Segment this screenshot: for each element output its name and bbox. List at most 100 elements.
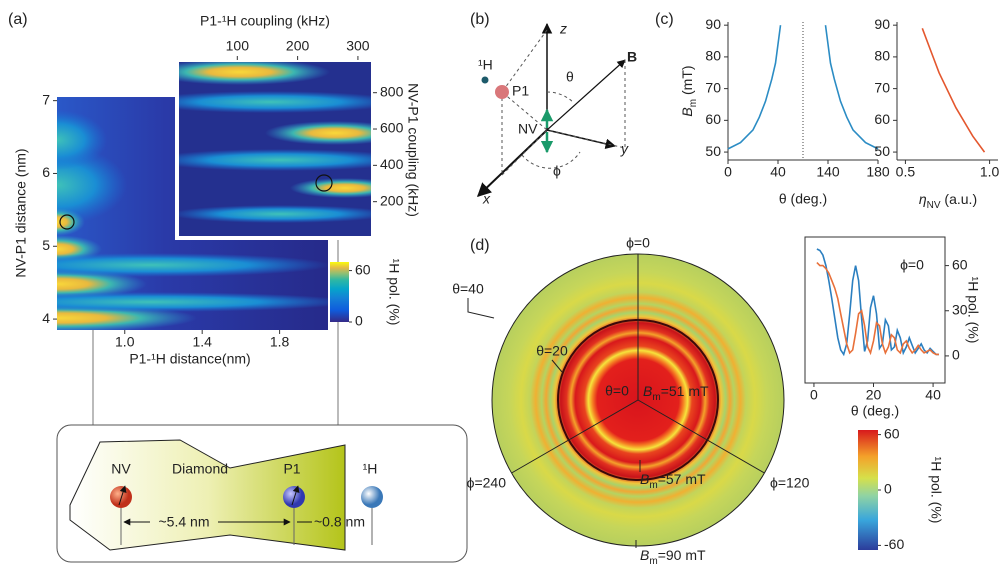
x-tick-label: 140	[816, 164, 840, 180]
x-tick-label: 40	[925, 387, 941, 403]
field-label-part: B	[643, 383, 652, 399]
vector-name: B	[627, 49, 637, 65]
axis-name: y	[620, 141, 629, 157]
x-tick-label: 180	[866, 164, 890, 180]
x-tick-label: 1.0	[980, 164, 1000, 180]
theta-label: θ=40	[452, 281, 484, 297]
h-sphere	[361, 486, 383, 508]
panel-label: (a)	[8, 11, 28, 28]
panel-label: (d)	[470, 237, 490, 254]
y-tick-label: 90	[705, 16, 721, 32]
theta-label: θ=20	[536, 343, 568, 359]
distance-label: ~5.4 nm	[159, 514, 210, 530]
annotation: ϕ=0	[900, 257, 924, 273]
nv-sphere	[110, 486, 132, 508]
theta-arc	[547, 92, 574, 103]
angle-name: ϕ	[553, 163, 561, 179]
y-tick-label: 70	[705, 79, 721, 95]
heatmap-field	[140, 59, 410, 238]
atom-name: ¹H	[478, 57, 493, 73]
field-label-part: =90 mT	[658, 547, 706, 563]
series-line	[817, 263, 939, 355]
colorbar-tick-label: -60	[884, 536, 904, 552]
b-vector	[547, 60, 625, 130]
axis-name: x	[482, 191, 491, 207]
y-axis-label: NV-P1 coupling (kHz)	[405, 83, 421, 217]
schematic-label: Diamond	[172, 461, 228, 477]
panel-label: (b)	[470, 11, 490, 28]
y-tick-label: 4	[42, 310, 50, 326]
x-axis-label: P1-¹H coupling (kHz)	[200, 13, 330, 29]
y-tick-label: 6	[42, 164, 50, 180]
y-tick-label: 60	[874, 111, 890, 127]
y-tick-label: 7	[42, 91, 50, 107]
x-axis-label: ηNV (a.u.)	[919, 191, 977, 211]
y-tick-label: 80	[705, 48, 721, 64]
leader	[468, 298, 494, 318]
colorbar-label: ¹H pol. (%)	[928, 457, 944, 524]
field-label-part: B	[640, 471, 649, 487]
y-tick-label: 400	[380, 156, 404, 172]
angle-name: θ	[566, 69, 574, 85]
y-tick-label: 80	[874, 48, 890, 64]
schematic-label: P1	[283, 461, 300, 477]
y-tick-label: 200	[380, 192, 404, 208]
field-label-part: B	[640, 547, 649, 563]
x-axis-label: θ (deg.)	[851, 403, 899, 419]
projection	[502, 130, 547, 175]
atom-name: NV	[518, 121, 538, 137]
y-tick-label: 800	[380, 83, 404, 99]
phi-label: ϕ=0	[626, 235, 650, 251]
field-label: Bm=90 mT	[640, 547, 706, 565]
series-line	[826, 25, 879, 149]
colorbar	[330, 262, 349, 322]
colorbar	[858, 430, 878, 550]
colorbar-tick-label: 60	[355, 261, 371, 277]
field-label-part: =57 mT	[658, 471, 706, 487]
y-tick-label: 50	[705, 143, 721, 159]
colorbar-tick-label: 0	[884, 481, 892, 497]
field-label-part: =51 mT	[661, 383, 709, 399]
schematic-label: NV	[111, 461, 131, 477]
phi-label: ϕ=240	[467, 475, 507, 491]
x-axis-label-part: NV	[927, 200, 941, 211]
x-tick-label: 0.5	[896, 164, 916, 180]
y-tick-label: 60	[952, 256, 968, 272]
y-tick-label: 90	[874, 16, 890, 32]
x-tick-label: 20	[866, 387, 882, 403]
y-tick-label: 5	[42, 237, 50, 253]
heatmap-blob	[170, 205, 390, 223]
field-label-part: m	[649, 556, 657, 565]
projection	[502, 30, 547, 130]
x-tick-label: 300	[346, 38, 370, 54]
x-tick-label: 1.4	[192, 334, 212, 350]
colorbar-label: ¹H pol. (%)	[386, 259, 402, 326]
x-tick-label: 1.8	[270, 334, 290, 350]
schematic-b: z y x B θ ϕ ¹H P1 NV	[478, 21, 637, 207]
plot-frame	[805, 237, 945, 383]
y-axis-label: Bm (mT)	[679, 65, 699, 116]
projection	[547, 60, 625, 148]
y-tick-label: 600	[380, 120, 404, 136]
p1-sphere	[283, 486, 305, 508]
colorbar-tick-label: 0	[355, 313, 363, 329]
panel-label: (c)	[655, 11, 674, 28]
y-tick-label: 60	[705, 111, 721, 127]
h-atom	[482, 77, 489, 84]
x-tick-label: 200	[286, 38, 310, 54]
x-axis-label: θ (deg.)	[779, 191, 827, 207]
field-label-part: m	[649, 480, 657, 491]
theta-label: θ=0	[605, 383, 629, 399]
x-tick-label: 40	[770, 164, 786, 180]
series-line	[728, 25, 781, 149]
phi-label: ϕ=120	[770, 475, 810, 491]
axis-name: z	[559, 21, 567, 37]
schematic-label: ¹H	[363, 461, 378, 477]
field-label-part: m	[652, 392, 660, 403]
x-tick-label: 0	[810, 387, 818, 403]
x-tick-label: 100	[226, 38, 250, 54]
x-axis-label-part: (a.u.)	[941, 191, 978, 207]
y-tick-label: 50	[874, 143, 890, 159]
y-axis-label-part: B	[679, 107, 695, 116]
distance-label: ~0.8 nm	[314, 514, 365, 530]
